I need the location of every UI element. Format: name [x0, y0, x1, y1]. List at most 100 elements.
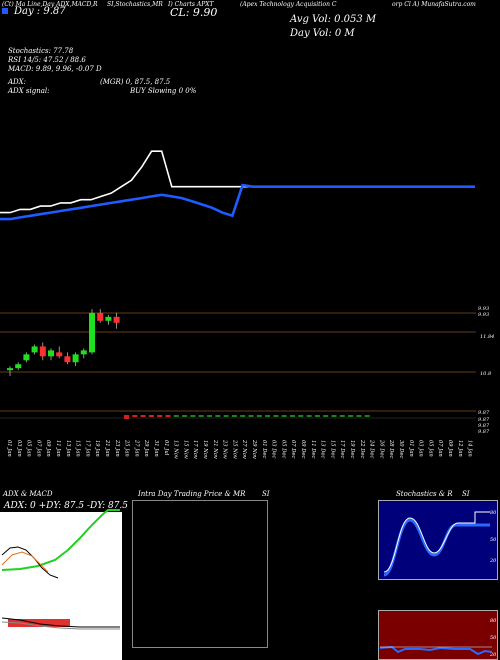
adx-green-line — [1, 509, 120, 571]
date-label-0: 01 Jan — [6, 440, 12, 457]
date-label-21: 21 Nov — [212, 439, 218, 459]
date-label-9: 19 Jan — [94, 440, 100, 457]
macd-line — [1, 617, 120, 628]
date-label-6: 13 Jan — [65, 440, 71, 457]
volume-bar-21 — [298, 415, 304, 417]
volume-bar-28 — [356, 415, 362, 417]
candle-body-13 — [113, 316, 120, 323]
rsi-tick-50: 50 — [490, 635, 497, 641]
legend-square-icon — [2, 8, 8, 14]
macd-signal-line — [1, 621, 120, 630]
candle-body-9 — [80, 350, 87, 355]
volume-bar-14 — [240, 415, 246, 417]
stoch-panel-title: Stochastics & R — [396, 490, 453, 498]
adx-orange-line — [1, 551, 49, 573]
date-label-45: 09 Jan — [447, 440, 453, 457]
date-label-28: 05 Dec — [280, 440, 286, 458]
date-label-27: 03 Dec — [271, 440, 277, 458]
date-label-40: 30 Dec — [398, 440, 404, 458]
date-label-36: 22 Dec — [359, 439, 365, 458]
volume-bar-25 — [331, 415, 337, 417]
date-label-24: 27 Nov — [241, 439, 247, 459]
date-label-11: 23 Jan — [114, 439, 120, 457]
volume-bar-20 — [290, 415, 295, 417]
rsi-blue-line — [379, 645, 493, 656]
date-label-10: 21 Jan — [104, 439, 110, 457]
volume-bar-18 — [273, 415, 279, 417]
intraday-panel — [132, 500, 268, 648]
date-label-34: 17 Dec — [339, 440, 345, 458]
close-label: CL: 9.90 — [170, 6, 218, 19]
price-label-4: 10.8 — [480, 371, 492, 377]
date-label-17: 13 Nov — [173, 440, 179, 459]
day-vol-label: Day Vol: 0 M — [290, 28, 355, 39]
buy-signal: BUY Slowing 0 0% — [130, 87, 197, 95]
volume-bar-8 — [190, 415, 196, 417]
date-label-12: 25 Jan — [124, 439, 130, 457]
adx-mgr-readout: (MGR) 0, 87.5, 87.5 — [100, 78, 171, 86]
candle-body-5 — [48, 350, 54, 357]
date-label-43: 05 Jan — [427, 440, 433, 457]
volume-bar-12 — [223, 415, 229, 417]
volume-bar-10 — [207, 415, 212, 417]
volume-bar-2 — [140, 415, 146, 417]
date-label-31: 11 Dec — [310, 440, 316, 458]
price-label-8: 9.87 — [478, 429, 490, 435]
volume-bar-24 — [323, 415, 329, 417]
date-label-26: 01 Dec — [261, 440, 267, 458]
date-label-39: 28 Dec — [388, 439, 394, 458]
adx-panel-values: ADX: 0 +DY: 87.5 -DY: 87.5 — [4, 501, 129, 511]
intraday-title: Intra Day Trading Price & MR — [138, 490, 246, 498]
stoch-white-line — [383, 511, 490, 573]
date-label-44: 07 Jan — [437, 440, 443, 457]
adx-macd-panel — [0, 500, 122, 660]
rsi-tick-20: 20 — [490, 652, 497, 658]
date-label-22: 23 Nov — [222, 439, 228, 459]
header-right-title-2: orp Cl A) MunafaSutra.com — [392, 1, 476, 8]
volume-bar-26 — [339, 415, 345, 417]
stoch-readout: Stochastics: 77.78 — [8, 47, 74, 55]
stoch-tick-20: 20 — [490, 558, 497, 564]
date-label-13: 27 Jan — [133, 439, 139, 457]
date-label-14: 29 Jan — [143, 439, 149, 457]
volume-bar-22 — [306, 415, 312, 417]
date-label-18: 15 Nov — [182, 440, 188, 459]
date-label-47: 14 Jan — [467, 440, 473, 457]
stoch-tick-80: 80 — [490, 510, 497, 516]
adx-black-line — [1, 546, 59, 579]
stoch-tick-50: 50 — [490, 537, 497, 543]
candle-body-11 — [97, 312, 104, 321]
macd-readout: MACD: 9.89, 9.96, -0.07 D — [8, 65, 102, 73]
rsi-tick-80: 80 — [490, 618, 497, 624]
series-line-ma — [0, 183, 475, 221]
price-label-7: 9.87 — [478, 423, 490, 429]
date-label-35: 19 Dec — [349, 440, 355, 458]
date-label-37: 24 Dec — [369, 439, 375, 458]
volume-bar-11 — [215, 415, 221, 417]
volume-bar-13 — [231, 415, 237, 417]
date-label-3: 07 Jan — [35, 440, 41, 457]
volume-bar-1 — [132, 415, 138, 417]
candle-body-8 — [72, 354, 79, 363]
candle-body-0 — [7, 368, 13, 371]
date-label-42: 03 Jan — [418, 440, 424, 457]
header-mid-title-1: SI,Stochastics,MR — [107, 1, 163, 8]
date-label-4: 09 Jan — [45, 440, 51, 457]
volume-bar-4 — [157, 415, 163, 417]
stoch-blue-line — [383, 518, 490, 577]
volume-bar-17 — [265, 415, 271, 417]
candle-body-10 — [89, 312, 95, 353]
date-label-23: 25 Nov — [231, 439, 237, 459]
date-label-46: 12 Jan — [457, 440, 463, 457]
date-label-7: 15 Jan — [75, 440, 81, 457]
date-label-19: 17 Nov — [192, 440, 198, 459]
date-label-15: 31 Jan — [153, 440, 159, 457]
volume-bar-5 — [165, 415, 171, 417]
volume-bar-6 — [173, 415, 179, 417]
candle-body-3 — [31, 346, 38, 353]
volume-bar-0 — [124, 415, 129, 419]
macd-histogram — [8, 619, 70, 627]
volume-bar-23 — [314, 415, 320, 417]
